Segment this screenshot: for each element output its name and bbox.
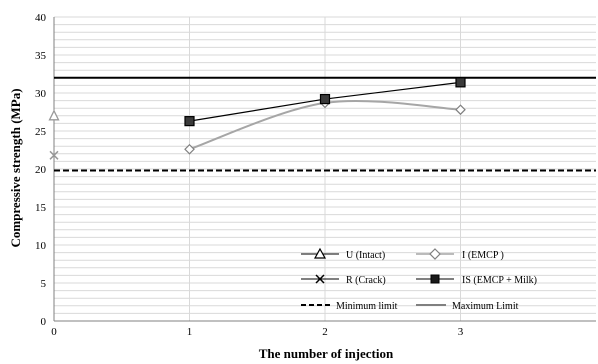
x-tick-label: 2: [322, 326, 328, 338]
grid-lines: [54, 16, 596, 321]
legend-item-minimum-limit: Minimum limit: [301, 301, 398, 312]
data-point-is-emcp-milk: [184, 116, 195, 127]
legend-label-minimum-limit: Minimum limit: [336, 301, 398, 312]
y-axis-title: Compressive strength (MPa): [8, 88, 23, 247]
reference-lines: [54, 76, 596, 172]
y-tick-label: 10: [35, 240, 47, 252]
y-tick-label: 15: [35, 202, 47, 214]
y-tick-label: 35: [35, 50, 47, 62]
axes: [53, 17, 596, 322]
x-tick-label: 0: [51, 326, 57, 338]
x-axis-title: The number of injection: [259, 346, 394, 361]
x-tick-label: 1: [187, 326, 193, 338]
legend: U (Intact) I (EMCP ) R (Crack) IS (EMCP …: [301, 247, 537, 312]
tick-labels: 0 5 10 15 20 25 30 35 40 0 1 2 3: [35, 12, 464, 338]
data-point-is-emcp-milk: [455, 77, 466, 88]
y-tick-label: 30: [35, 88, 47, 100]
y-tick-label: 40: [35, 12, 47, 24]
data-point-r-crack: [49, 150, 59, 160]
legend-label-u-intact: U (Intact): [346, 250, 385, 261]
legend-item-i-emcp: I (EMCP ): [416, 248, 504, 261]
y-tick-label: 25: [35, 126, 47, 138]
data-point-u-intact: [48, 109, 60, 121]
data-point-is-emcp-milk: [319, 93, 331, 105]
data-point-i-emcp: [455, 104, 466, 116]
data-point-i-emcp: [184, 143, 195, 155]
series-group: [48, 77, 466, 160]
y-tick-label: 0: [41, 316, 47, 328]
legend-item-is-emcp-milk: IS (EMCP + Milk): [416, 274, 537, 286]
legend-label-i-emcp: I (EMCP ): [462, 250, 504, 261]
legend-item-u-intact: U (Intact): [301, 247, 385, 261]
y-tick-label: 20: [35, 164, 47, 176]
legend-label-is-emcp-milk: IS (EMCP + Milk): [462, 275, 537, 286]
x-tick-label: 3: [458, 326, 464, 338]
legend-label-r-crack: R (Crack): [346, 275, 386, 286]
legend-label-maximum-limit: Maximum Limit: [452, 301, 519, 312]
legend-item-maximum-limit: Maximum Limit: [416, 301, 519, 312]
legend-item-r-crack: R (Crack): [301, 274, 386, 286]
y-tick-label: 5: [41, 278, 47, 290]
